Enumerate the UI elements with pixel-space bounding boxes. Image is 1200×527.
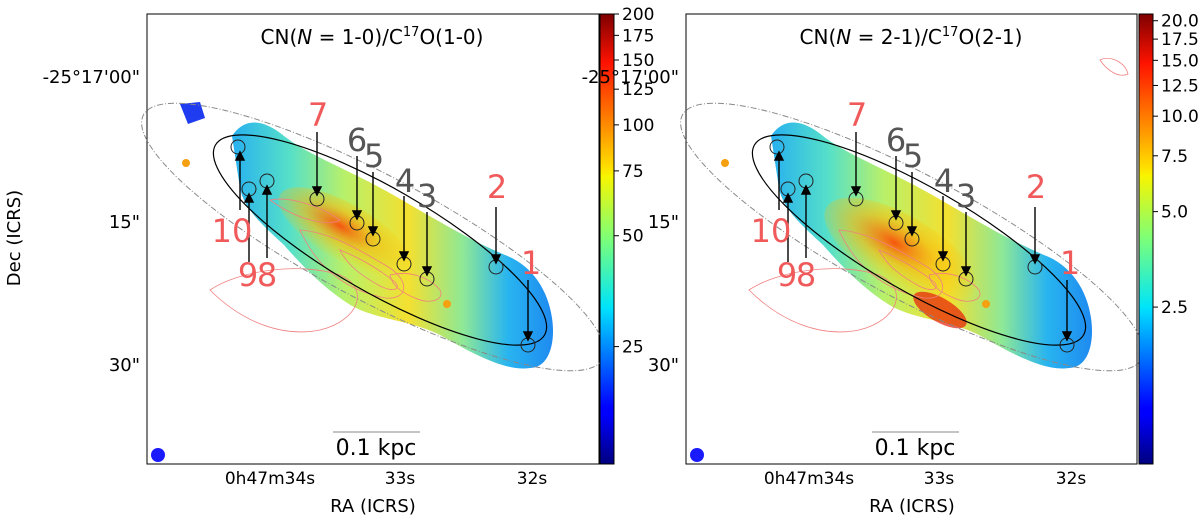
region-label-7: 7 bbox=[847, 96, 867, 134]
y-tick-label: -25°17'00" bbox=[43, 67, 140, 88]
region-label-1: 1 bbox=[1060, 244, 1080, 282]
region-markers bbox=[230, 139, 536, 353]
colorbar-tick-label: 25 bbox=[622, 338, 644, 358]
colorbar-tick-label: 10.0 bbox=[1161, 107, 1199, 127]
region-arrows bbox=[773, 132, 1073, 342]
x-tick-label: 0h47m34s bbox=[764, 469, 854, 489]
colorbar-tick-label: 5.0 bbox=[1161, 203, 1188, 223]
region-label-2: 2 bbox=[487, 168, 507, 206]
region-label-8: 8 bbox=[257, 256, 277, 294]
region-label-9: 9 bbox=[777, 256, 797, 294]
contours bbox=[748, 57, 1129, 333]
marker-dot bbox=[721, 159, 729, 167]
colorbar-tick-label: 12.5 bbox=[1161, 76, 1199, 96]
region-labels: 1 2 3 4 5 6 7 8 9 10 bbox=[212, 96, 542, 294]
colorbar-tick-label: 75 bbox=[622, 162, 644, 182]
colorbar-tick-label: 175 bbox=[622, 26, 654, 46]
panel-title: CN(N = 2-1)/C17O(2-1) bbox=[800, 25, 1023, 49]
x-tick-label: 32s bbox=[517, 469, 548, 489]
region-arrows bbox=[234, 132, 534, 342]
colorbar-tick-label: 50 bbox=[622, 227, 644, 247]
y-tick-label: 15" bbox=[648, 212, 679, 233]
contours bbox=[209, 198, 442, 333]
y-tick-label: 30" bbox=[109, 355, 140, 376]
colorbar-tick-label: 15.0 bbox=[1161, 51, 1199, 71]
marker-dot bbox=[182, 159, 190, 167]
high-ratio-region bbox=[278, 187, 412, 277]
region-label-10: 10 bbox=[751, 212, 792, 250]
colorbar-tick-label: 2.5 bbox=[1161, 298, 1188, 318]
x-ticks-panel-1: 0h47m34s 33s 32s bbox=[225, 469, 548, 489]
inner-ellipse bbox=[751, 134, 1087, 346]
y-tick-label: 15" bbox=[109, 212, 140, 233]
x-ticks-panel-2: 0h47m34s 33s 32s bbox=[764, 469, 1087, 489]
region-label-5: 5 bbox=[903, 137, 923, 175]
beam-ellipse bbox=[151, 448, 165, 462]
marker-dot bbox=[982, 300, 990, 308]
panel-1: 0.1 kpc CN(N = 1-0)/C17O(1-0) 1 2 bbox=[141, 5, 654, 465]
colorbar-tick-label: 200 bbox=[622, 5, 654, 25]
colorbar-tick-label: 150 bbox=[622, 51, 654, 71]
y-axis-label: Dec (ICRS) bbox=[4, 190, 25, 286]
y-tick-label: -25°17'00" bbox=[582, 67, 679, 88]
x-tick-label: 33s bbox=[385, 469, 416, 489]
marker-dot bbox=[443, 300, 451, 308]
region-label-6: 6 bbox=[347, 121, 367, 159]
x-tick-label: 32s bbox=[1056, 469, 1087, 489]
colorbar-tick-label: 100 bbox=[622, 116, 654, 136]
panel-2: 0.1 kpc CN(N = 2-1)/C17O(2-1) 1 2 bbox=[680, 12, 1199, 465]
panel-title: CN(N = 1-0)/C17O(1-0) bbox=[261, 25, 484, 49]
colorbar-tick-label: 20.0 bbox=[1161, 12, 1199, 32]
scalebar: 0.1 kpc bbox=[333, 431, 420, 461]
region-label-2: 2 bbox=[1026, 168, 1046, 206]
inner-ellipse bbox=[212, 134, 548, 346]
emission-map bbox=[180, 102, 554, 369]
y-tick-label: 30" bbox=[648, 355, 679, 376]
scalebar: 0.1 kpc bbox=[872, 431, 959, 461]
x-tick-label: 33s bbox=[924, 469, 955, 489]
region-label-9: 9 bbox=[238, 256, 258, 294]
region-label-4: 4 bbox=[934, 162, 954, 200]
x-tick-label: 0h47m34s bbox=[225, 469, 315, 489]
colorbar-tick-label: 125 bbox=[622, 80, 654, 100]
region-label-10: 10 bbox=[212, 212, 253, 250]
scalebar-label: 0.1 kpc bbox=[875, 436, 956, 461]
region-labels: 1 2 3 4 5 6 7 8 9 10 bbox=[751, 96, 1081, 294]
x-axis-label: RA (ICRS) bbox=[869, 496, 955, 517]
region-label-3: 3 bbox=[417, 177, 437, 215]
x-axis-label: RA (ICRS) bbox=[330, 496, 416, 517]
region-label-7: 7 bbox=[308, 96, 328, 134]
colorbar-tick-label: 7.5 bbox=[1161, 147, 1188, 167]
scalebar-label: 0.1 kpc bbox=[336, 436, 417, 461]
beam-ellipse bbox=[690, 448, 704, 462]
region-label-6: 6 bbox=[886, 121, 906, 159]
y-ticks-panel-1: -25°17'00" 15" 30" bbox=[43, 67, 140, 376]
region-label-4: 4 bbox=[395, 162, 415, 200]
colorbar-2: 20.017.515.0 12.5 10.0 7.5 5.0 2.5 bbox=[1138, 12, 1199, 465]
colorbar-tick-label: 17.5 bbox=[1161, 30, 1199, 50]
blue-patch bbox=[180, 102, 205, 124]
y-ticks-panel-2: -25°17'00" 15" 30" bbox=[582, 67, 679, 376]
region-label-3: 3 bbox=[956, 177, 976, 215]
region-label-1: 1 bbox=[521, 244, 541, 282]
region-label-5: 5 bbox=[364, 137, 384, 175]
region-label-8: 8 bbox=[796, 256, 816, 294]
